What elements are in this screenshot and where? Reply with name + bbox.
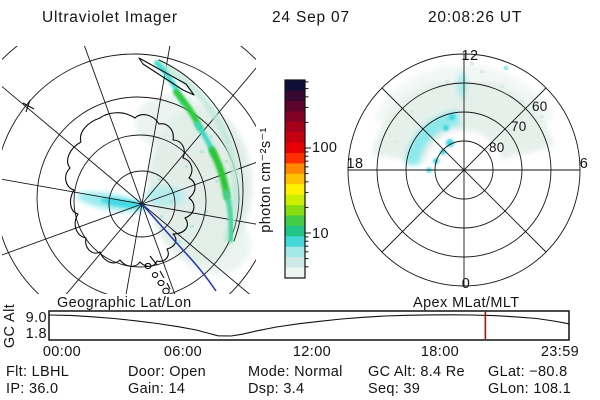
ytick-9: 9.0 [26, 310, 47, 326]
lat-label-80: 80 [489, 140, 505, 155]
colorbar-ticks [305, 81, 311, 268]
mlt-polar-panel: 12 18 6 0 60 70 80 [347, 48, 588, 292]
lat-label-70: 70 [511, 119, 527, 134]
limb-glow-arc [153, 59, 244, 243]
geographic-map-panel [2, 46, 256, 294]
xtick-0600: 06:00 [164, 344, 202, 360]
timeline-ylabel: GC Alt [2, 304, 18, 348]
status-gcalt: GC Alt: 8.4 Re [368, 364, 465, 380]
altitude-curve [48, 314, 570, 337]
status-dsp: Dsp: 3.4 [248, 381, 304, 397]
xtick-1800: 18:00 [421, 344, 459, 360]
colorbar-bands [285, 80, 305, 279]
colorbar-frame [284, 79, 306, 279]
status-door: Door: Open [128, 364, 206, 380]
timeline-panel: Geographic Lat/Lon Apex MLat/MLT 9.0 1.8… [2, 295, 579, 360]
title-date: 24 Sep 07 [272, 9, 350, 26]
status-ip: IP: 36.0 [6, 381, 58, 397]
mlt-label-18: 18 [347, 156, 364, 172]
status-mode: Mode: Normal [248, 364, 343, 380]
colorbar-tick-10: 10 [312, 226, 329, 242]
xtick-0000: 00:00 [43, 344, 81, 360]
limb-sliver [138, 57, 195, 96]
colorbar: 100 10 photon cm⁻²s⁻¹ [258, 79, 337, 279]
status-readout: Flt: LBHL Door: Open Mode: Normal GC Alt… [6, 364, 571, 397]
status-gain: Gain: 14 [128, 381, 185, 397]
lat-label-60: 60 [532, 99, 548, 114]
antarctica-coastline [22, 99, 196, 294]
timeline-frame [48, 310, 570, 341]
ytick-1-8: 1.8 [26, 326, 47, 342]
title-time: 20:08:26 UT [428, 9, 522, 26]
mlt-label-6: 6 [580, 156, 588, 172]
colorbar-tick-100: 100 [312, 140, 337, 156]
geo-grid [2, 46, 256, 294]
mlt-label-0: 0 [462, 276, 470, 292]
status-glat: GLat: −80.8 [488, 364, 567, 380]
mlt-grid [347, 53, 581, 287]
track-line [141, 203, 217, 292]
status-glon: GLon: 108.1 [488, 381, 571, 397]
mlt-label-12: 12 [462, 48, 479, 64]
title-instrument: Ultraviolet Imager [42, 9, 178, 26]
xtick-1200: 12:00 [293, 344, 331, 360]
status-flt: Flt: LBHL [6, 364, 69, 380]
timeline-left-title: Geographic Lat/Lon [57, 295, 192, 311]
timeline-right-title: Apex MLat/MLT [413, 295, 519, 311]
status-seq: Seq: 39 [368, 381, 420, 397]
xtick-2359: 23:59 [541, 344, 579, 360]
colorbar-units-label: photon cm⁻²s⁻¹ [258, 127, 274, 233]
